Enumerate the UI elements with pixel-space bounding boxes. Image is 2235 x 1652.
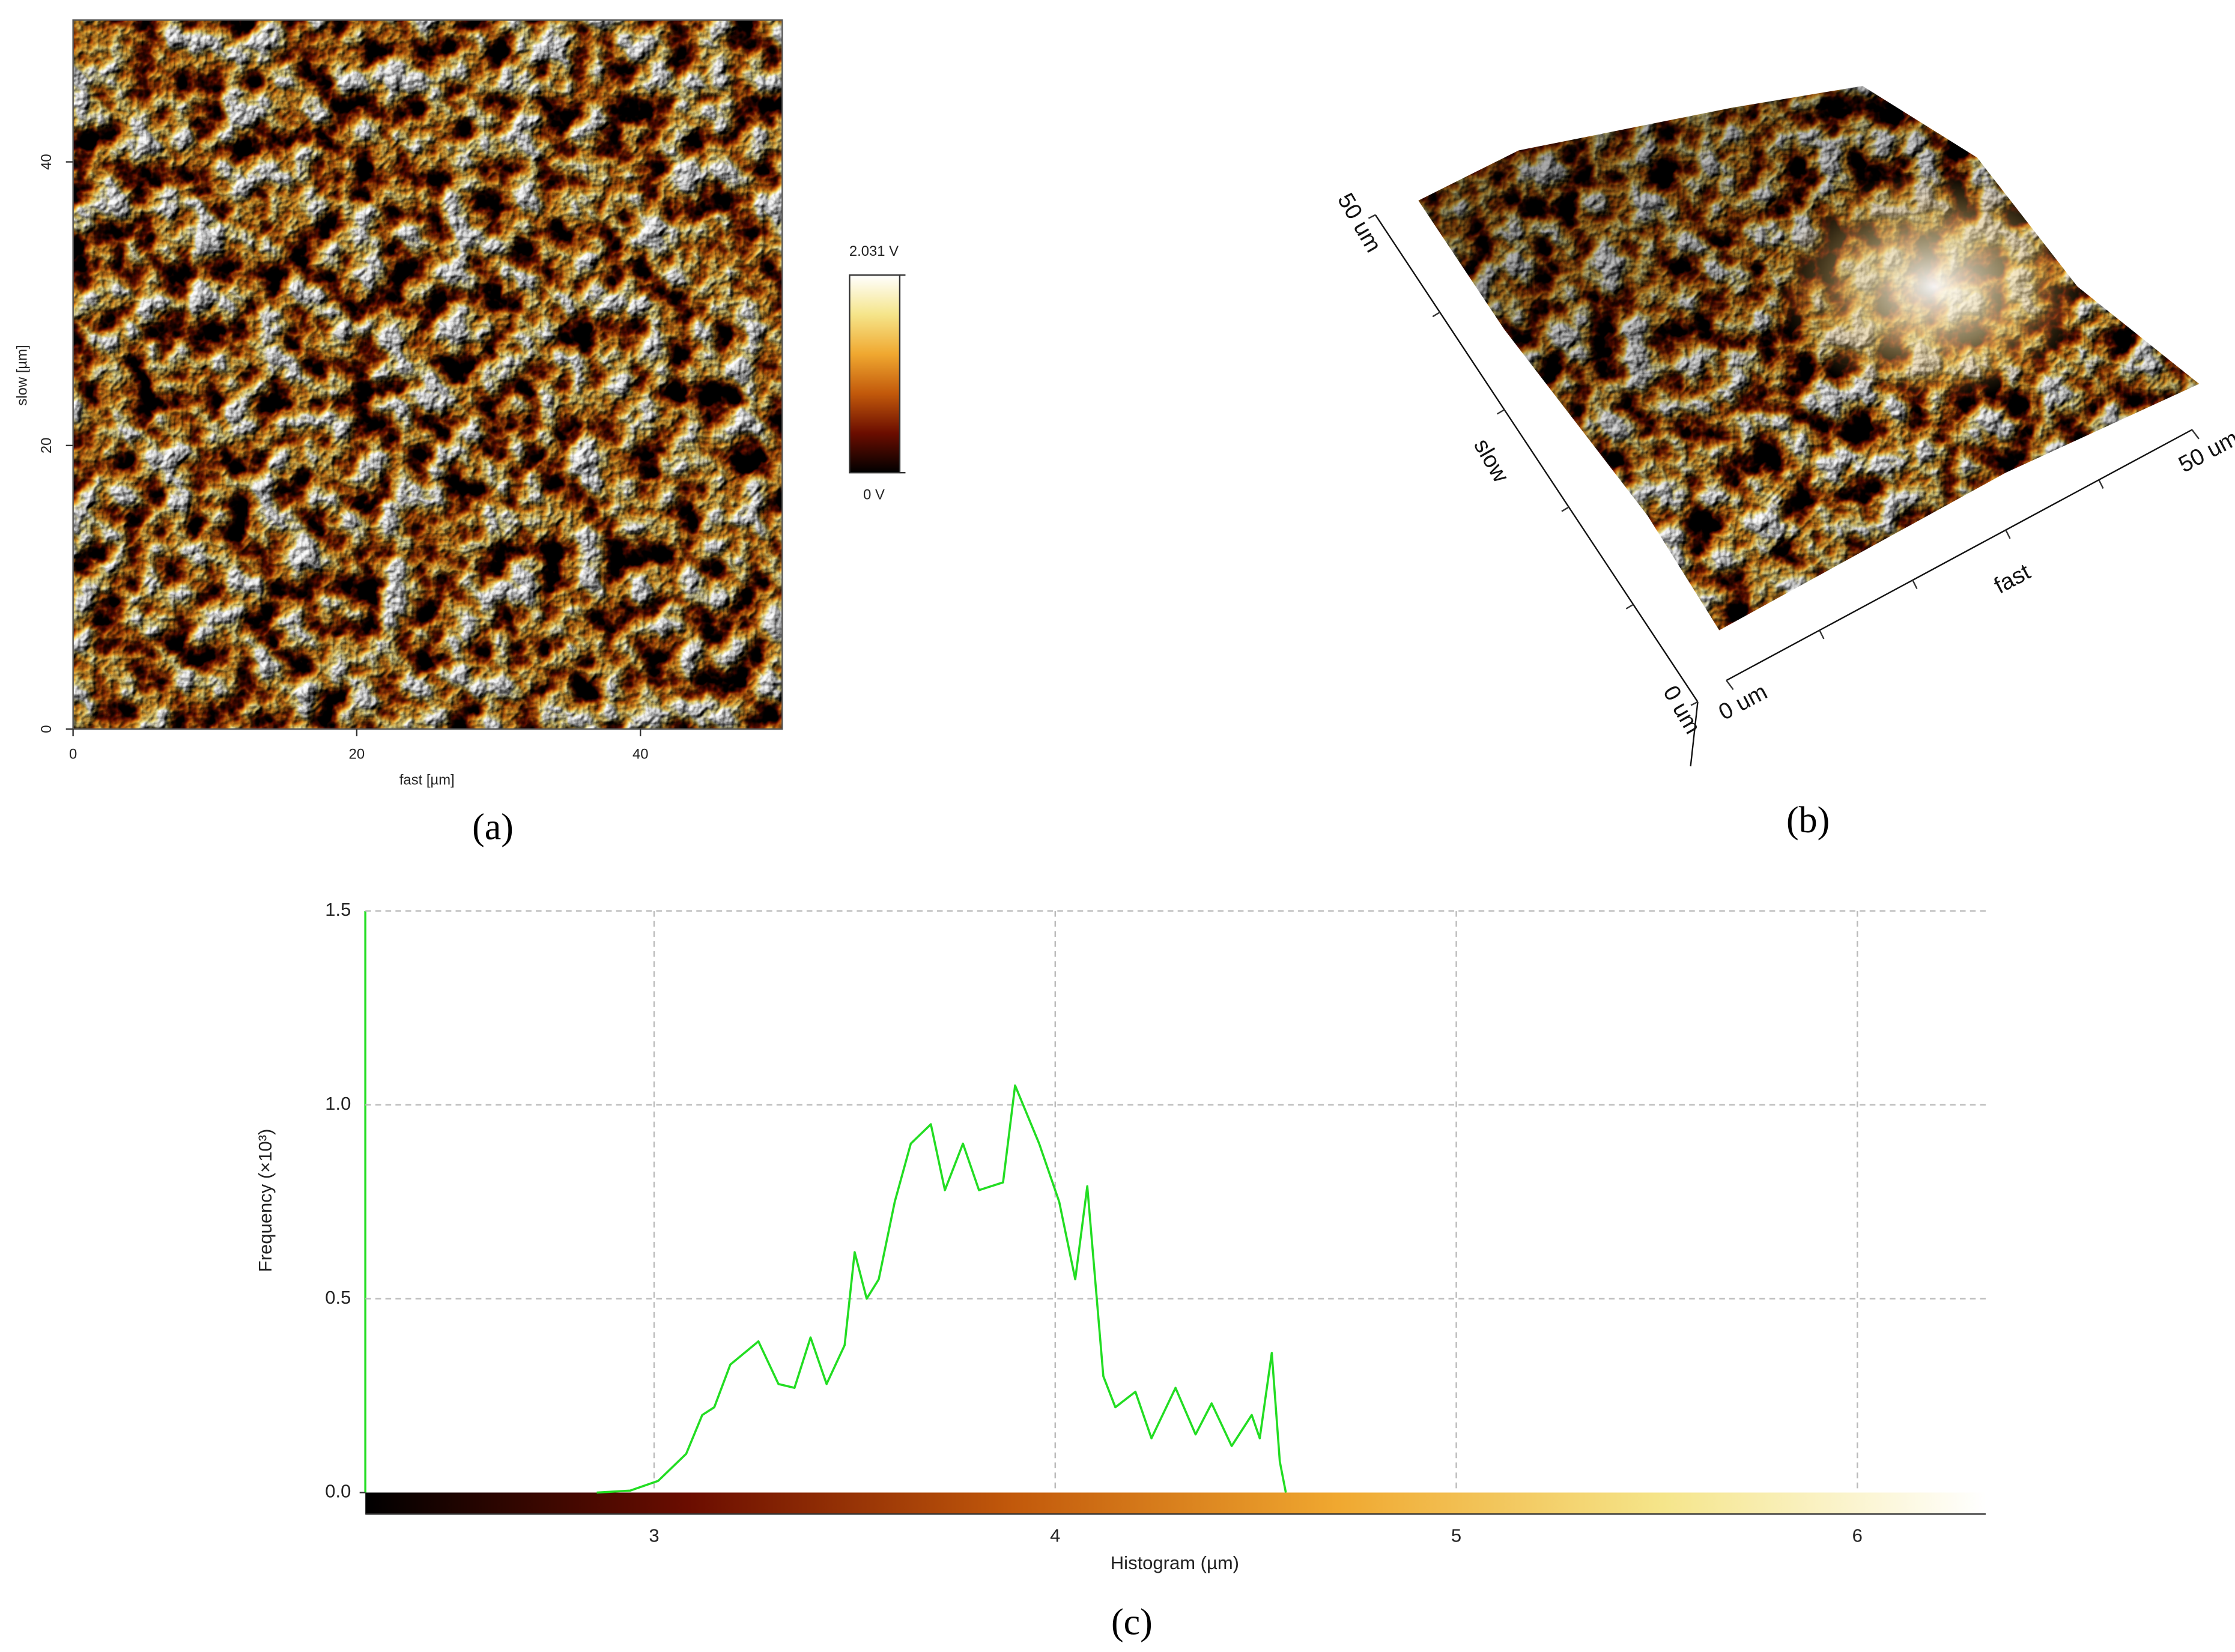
- panel-label: (c): [1111, 1602, 1153, 1643]
- minor-tick: [1561, 506, 1569, 512]
- minor-tick: [1819, 630, 1825, 640]
- y-tick-label: 50 um: [1332, 189, 1386, 256]
- y-tick-label: 1.0: [325, 1093, 351, 1114]
- x-tick-label: 50 um: [2174, 425, 2235, 478]
- panel-label: (a): [472, 807, 514, 848]
- y-tick-label: 20: [38, 438, 55, 454]
- x-axis-label: Histogram (µm): [1111, 1552, 1239, 1573]
- surface-peak: [1776, 172, 2092, 401]
- x-tick-label: 20: [349, 746, 365, 762]
- y-tick-label: 40: [38, 154, 55, 170]
- y-tick-label: 1.5: [325, 899, 351, 920]
- x-tick-label: 40: [632, 746, 649, 762]
- surface: [1418, 86, 2200, 631]
- x-tick-label: 6: [1852, 1525, 1863, 1546]
- slow-axis: [1374, 214, 1699, 703]
- x-tick-label: 5: [1451, 1525, 1461, 1546]
- colorbar-label: 0 V: [863, 487, 885, 503]
- afm-image: [73, 20, 783, 730]
- z-axis: [1690, 701, 1699, 767]
- minor-tick: [1432, 312, 1440, 318]
- y-axis-label: slow: [1469, 434, 1514, 487]
- x-tick-label: 3: [649, 1525, 659, 1546]
- minor-tick: [1625, 604, 1634, 610]
- histogram-colorbar: [365, 1492, 1986, 1514]
- y-tick-label: 0: [38, 725, 55, 733]
- x-tick: [1726, 680, 1734, 691]
- image-frame: [72, 19, 783, 730]
- x-tick-label: 0: [69, 746, 77, 762]
- x-tick-label: 4: [1050, 1525, 1060, 1546]
- minor-tick: [1496, 409, 1505, 415]
- y-tick-label: 0 um: [1658, 681, 1706, 738]
- y-axis-label: Frequency (×10³): [255, 1129, 276, 1272]
- x-axis-label: fast: [1990, 558, 2035, 599]
- minor-tick: [1912, 579, 1918, 589]
- fast-axis: [1726, 429, 2193, 682]
- y-axis-label: slow [µm]: [14, 345, 30, 405]
- y-tick-label: 0.0: [325, 1481, 351, 1502]
- minor-tick: [2098, 479, 2104, 489]
- panel-label: (b): [1786, 800, 1830, 841]
- x-axis-label: fast [µm]: [399, 772, 455, 788]
- x-tick-label: 0 um: [1714, 679, 1771, 725]
- colorbar-label: 2.031 V: [849, 243, 899, 259]
- x-tick: [2191, 429, 2200, 440]
- colorbar: [849, 274, 901, 474]
- histogram-line: [596, 1084, 1287, 1494]
- minor-tick: [2005, 530, 2011, 539]
- y-tick: [1690, 701, 1699, 706]
- y-tick-label: 0.5: [325, 1287, 351, 1308]
- y-tick: [1368, 214, 1376, 219]
